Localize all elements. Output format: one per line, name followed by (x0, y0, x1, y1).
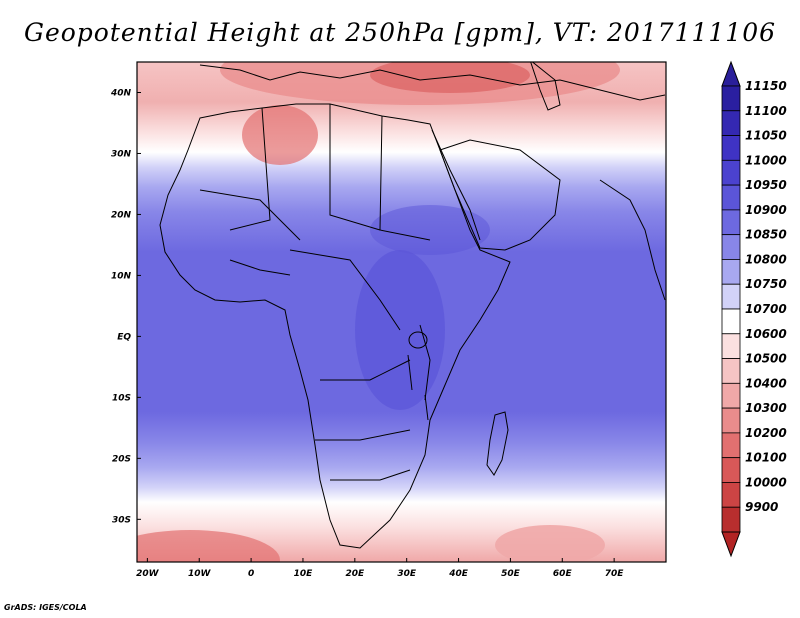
credit-text: GrADS: IGES/COLA (4, 603, 87, 612)
lon-label: 10E (294, 569, 314, 579)
lon-label: 20W (136, 569, 160, 579)
colorbar-swatch (721, 85, 741, 112)
colorbar-label: 9900 (745, 500, 778, 514)
colorbar-top-arrow (721, 60, 741, 87)
lon-label: 40E (448, 569, 469, 579)
coastlines (159, 62, 666, 549)
lat-label: 20N (111, 210, 132, 220)
colorbar-swatch (721, 457, 741, 483)
colorbar-label: 10900 (745, 203, 787, 217)
colorbar-swatch (721, 110, 741, 136)
colorbar-bottom-arrow (721, 531, 741, 558)
lat-label: EQ (117, 332, 131, 342)
colorbar-label: 10600 (745, 327, 787, 341)
colorbar-label: 10800 (745, 252, 787, 266)
colorbar-label: 10700 (745, 302, 787, 316)
lat-label: 30S (112, 515, 131, 525)
colorbar-swatch (721, 358, 741, 384)
colorbar-label: 10200 (745, 426, 787, 440)
colorbar-label: 10950 (745, 178, 787, 192)
lat-label: 30N (111, 149, 132, 159)
lat-label: 20S (112, 454, 131, 464)
colorbar-swatch (721, 135, 741, 161)
colorbar-label: 11150 (745, 79, 787, 93)
colorbar-label: 11100 (745, 104, 787, 118)
lat-labels: 40N 30N 20N 10N EQ 10S 20S 30S (110, 88, 141, 525)
colorbar-label: 10100 (745, 451, 787, 465)
colorbar-swatch (721, 382, 741, 409)
lon-label: 20E (345, 569, 365, 579)
colorbar-swatch (721, 234, 741, 260)
colorbar-swatch (721, 482, 741, 508)
page-title: Geopotential Height at 250hPa [gpm], VT:… (23, 18, 777, 47)
lon-labels: 20W 10W 0 10E 20E 30E 40E 50E 60E 70E (136, 558, 624, 579)
colorbar-label: 11050 (745, 129, 787, 143)
colorbar-label: 10300 (745, 401, 787, 415)
height-field (137, 62, 666, 562)
lon-label: 70E (605, 569, 625, 579)
lat-label: 10N (111, 271, 132, 281)
plot-frame (136, 61, 667, 563)
colorbar-swatch (721, 308, 741, 335)
lon-label: 10W (188, 569, 212, 579)
colorbar-swatch (721, 184, 741, 211)
colorbar-swatch (721, 259, 741, 285)
lon-label: 0 (248, 569, 254, 579)
lon-label: 60E (553, 569, 573, 579)
colorbar-swatch (721, 209, 741, 236)
lat-label: 10S (112, 393, 131, 403)
colorbar-swatch (721, 432, 741, 459)
lat-label: 40N (110, 88, 132, 98)
colorbar-swatch (721, 506, 741, 533)
colorbar-swatch (721, 407, 741, 434)
colorbar-swatch (721, 283, 741, 310)
lon-label: 50E (501, 569, 521, 579)
colorbar-label: 10500 (745, 352, 787, 366)
colorbar-label: 10400 (745, 376, 787, 390)
colorbar: 11150 11100 11050 11000 10950 10900 10850 10800… (721, 60, 787, 558)
colorbar-label: 10000 (745, 475, 787, 489)
colorbar-label: 11000 (745, 153, 787, 167)
colorbar-label: 10850 (745, 228, 787, 242)
lon-label: 30E (397, 569, 417, 579)
colorbar-label: 10750 (745, 277, 787, 291)
colorbar-swatch (721, 159, 741, 186)
colorbar-swatch (721, 333, 741, 359)
